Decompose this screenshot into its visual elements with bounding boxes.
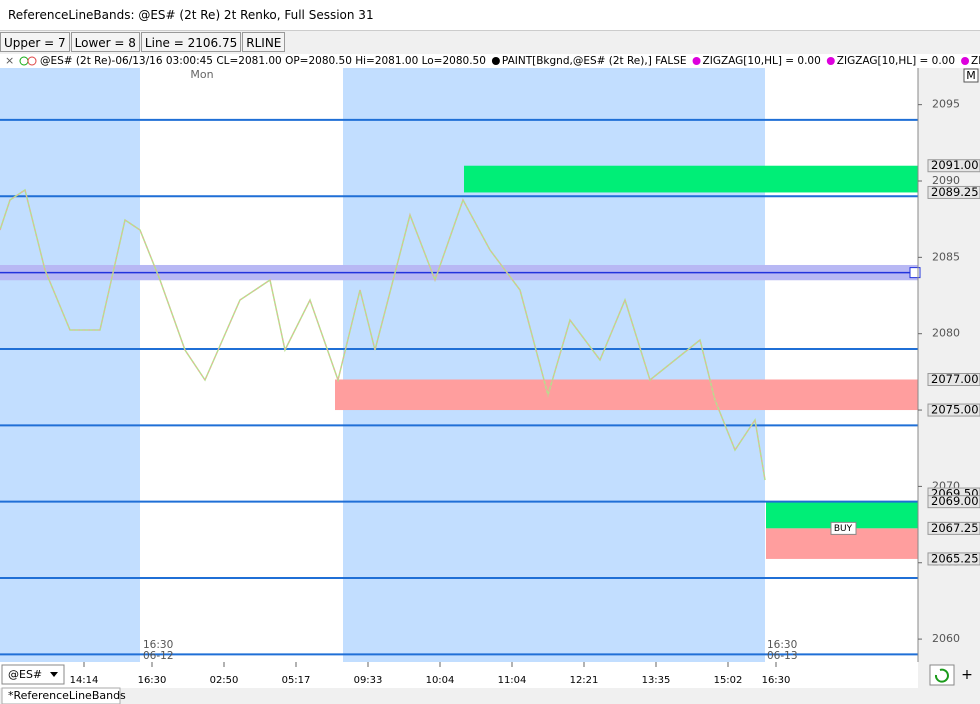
x-tick-label: 05:17 xyxy=(282,675,311,686)
tab-bar xyxy=(0,688,980,704)
session-shade xyxy=(343,68,765,662)
refresh-icon xyxy=(934,668,949,683)
close-icon[interactable]: × xyxy=(5,54,14,67)
status-dot xyxy=(826,57,835,65)
y-tick-label: 2080 xyxy=(932,327,960,340)
signal-label: BUY xyxy=(834,524,853,534)
session-date: 06-12 xyxy=(143,650,174,662)
x-tick-label: 16:30 xyxy=(138,675,167,686)
price-label-box xyxy=(927,373,980,387)
m-label: M xyxy=(966,69,976,82)
price-label-box xyxy=(927,521,980,535)
x-tick-label: 14:14 xyxy=(70,675,99,686)
status-dot xyxy=(19,56,29,66)
y-tick-label: 2095 xyxy=(932,98,960,111)
session-date: 06-13 xyxy=(767,650,798,662)
y-tick-label: 2085 xyxy=(932,250,960,263)
status-text: @ES# (2t Re)-06/13/16 03:00:45 CL=2081.0… xyxy=(40,55,486,67)
status-text: ZIGZAG[10,HL] = 0.00 xyxy=(703,55,821,67)
toolbar-button[interactable]: Upper = 7 xyxy=(0,32,70,52)
zone xyxy=(464,165,918,193)
status-text: PAINT[Bkgnd,@ES# (2t Re),] FALSE xyxy=(502,55,687,67)
x-tick-label: 09:33 xyxy=(354,675,383,686)
session-shade xyxy=(0,68,140,662)
price-label-box xyxy=(927,403,980,417)
tab[interactable] xyxy=(1,687,121,704)
status-dot xyxy=(692,57,701,65)
price-label: 2067.25 xyxy=(931,521,979,535)
toolbar-button[interactable]: RLINE xyxy=(242,32,286,52)
price-label: 2065.25 xyxy=(931,551,979,565)
price-label: 2089.25 xyxy=(931,185,979,199)
price-label: 2069.00 xyxy=(931,494,979,508)
window-title: ReferenceLineBands: @ES# (2t Re) 2t Renk… xyxy=(8,8,374,22)
y-tick-label: 2090 xyxy=(932,174,960,187)
session-time: 16:30 xyxy=(143,639,173,651)
day-label: Mon xyxy=(190,68,213,81)
status-row xyxy=(0,54,980,68)
m-button[interactable] xyxy=(963,68,979,83)
time-axis xyxy=(0,662,918,688)
status-dot xyxy=(491,57,500,65)
dropdown-arrow xyxy=(50,672,58,677)
toolbar-button[interactable]: Line = 2106.75 xyxy=(140,32,242,52)
status-text: ZIGZAG[10,HL] = xyxy=(971,55,980,67)
price-trace-down xyxy=(0,189,766,481)
tab-label: *ReferenceLineBands xyxy=(8,689,126,702)
band-handle xyxy=(909,267,921,279)
session-time: 16:30 xyxy=(767,639,797,651)
price-label: 2091.00 xyxy=(931,158,979,172)
price-label-box xyxy=(927,495,980,509)
price-label-box xyxy=(927,159,980,173)
toolbar-button[interactable]: Lower = 8 xyxy=(70,32,140,52)
price-label-box xyxy=(927,185,980,199)
x-tick-label: 02:50 xyxy=(210,675,239,686)
refresh-button[interactable] xyxy=(929,664,955,686)
price-label: 2077.00 xyxy=(931,372,979,386)
zone xyxy=(335,379,918,411)
price-label-box xyxy=(927,552,980,566)
x-tick-label: 16:30 xyxy=(762,675,791,686)
x-tick-label: 13:35 xyxy=(642,675,671,686)
price-label: 2075.00 xyxy=(931,403,979,417)
signal-box xyxy=(830,521,857,535)
y-tick-label: 2060 xyxy=(932,632,960,645)
x-tick-label: 12:21 xyxy=(570,675,599,686)
status-text: ZIGZAG[10,HL] = 0.00 xyxy=(837,55,955,67)
x-tick-label: 15:02 xyxy=(714,675,743,686)
symbol-dropdown[interactable] xyxy=(1,664,65,685)
status-dot xyxy=(961,57,970,65)
symbol: @ES# xyxy=(8,668,42,681)
title-bar: ReferenceLineBands: @ES# (2t Re) 2t Renk… xyxy=(0,0,980,31)
x-tick-label: 11:04 xyxy=(498,675,527,686)
add-button[interactable]: + xyxy=(961,667,973,683)
status-dot xyxy=(27,56,37,66)
x-tick-label: 10:04 xyxy=(426,675,455,686)
